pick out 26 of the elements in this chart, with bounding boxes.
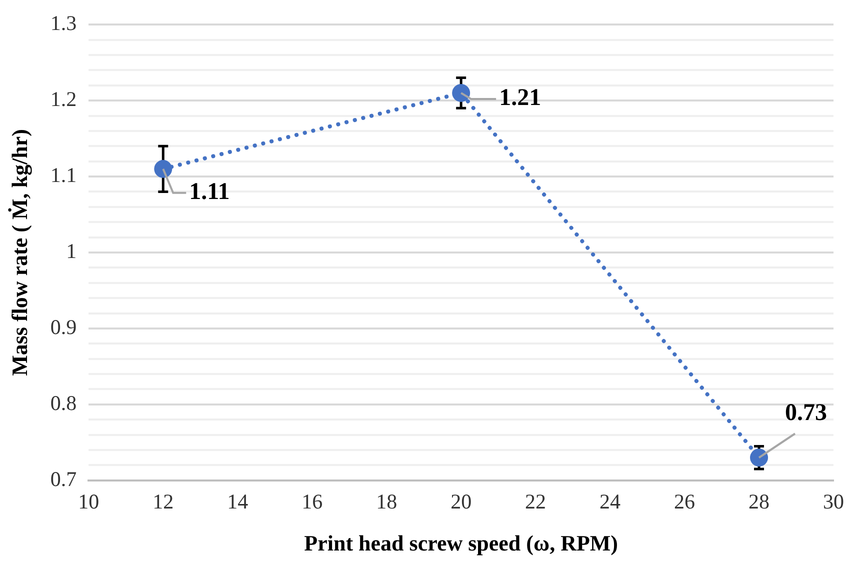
x-axis-title: Print head screw speed (ω, RPM) (304, 530, 618, 556)
x-tick-label: 10 (78, 490, 100, 514)
x-tick-label: 14 (227, 490, 249, 514)
data-label: 0.73 (785, 400, 828, 426)
y-tick-label: 1 (66, 239, 77, 264)
point (452, 84, 470, 102)
x-tick-label: 26 (674, 490, 696, 514)
y-tick-label: 1.1 (50, 163, 77, 188)
y-tick-label: 1.3 (50, 11, 77, 36)
x-tick-label: 24 (600, 490, 622, 514)
x-tick-label: 16 (302, 490, 323, 514)
data-label: 1.21 (499, 85, 542, 112)
x-tick-label: 30 (823, 490, 844, 514)
x-tick-label: 22 (525, 490, 546, 514)
x-tick-label: 12 (152, 490, 174, 514)
point (750, 448, 768, 467)
y-tick-label: 1.2 (50, 87, 77, 112)
x-tick-label: 20 (450, 490, 472, 514)
y-tick-label: 0.7 (50, 466, 77, 491)
data-label: 1.11 (189, 179, 230, 206)
x-tick-label: 28 (748, 490, 770, 514)
y-axis-title: Mass flow rate ( Ṁ, kg/hr) (6, 129, 32, 376)
y-tick-label: 0.9 (50, 314, 77, 339)
point (154, 160, 172, 178)
x-tick-label: 18 (376, 490, 398, 514)
y-tick-label: 0.8 (50, 390, 77, 415)
